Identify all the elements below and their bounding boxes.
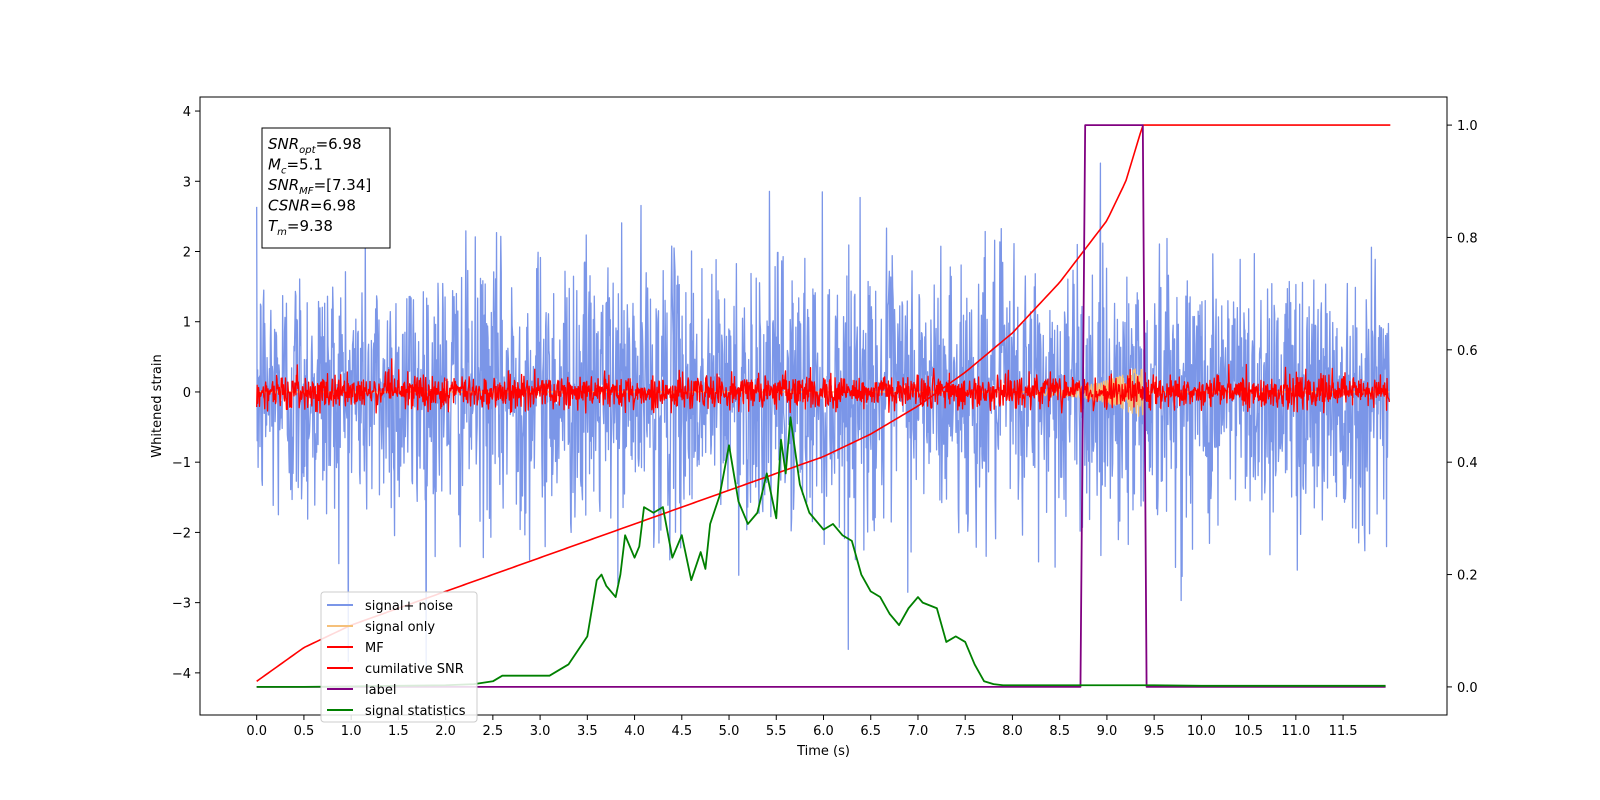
x-tick-label: 5.0 <box>719 724 740 739</box>
info-line: SNRopt=6.98 <box>268 135 362 156</box>
x-tick-label: 2.0 <box>435 724 456 739</box>
x-tick-label: 11.5 <box>1329 724 1358 739</box>
y-tick-label: 1 <box>183 316 191 331</box>
x-tick-label: 7.5 <box>955 724 976 739</box>
x-tick-label: 5.5 <box>766 724 787 739</box>
y-tick-label: 3 <box>183 175 191 190</box>
x-tick-label: 9.5 <box>1144 724 1165 739</box>
series-line-signal-statistics <box>256 416 1386 688</box>
x-tick-label: 6.5 <box>860 724 881 739</box>
series-line-mf <box>256 358 1391 414</box>
legend-frame <box>320 591 478 723</box>
legend: signal+ noise signal only MF cumilative SNR… <box>320 591 478 723</box>
x-tick-label: 1.0 <box>341 724 362 739</box>
x-tick-label: 7.0 <box>908 724 929 739</box>
info-line: Tm=9.38 <box>268 217 333 238</box>
y-tick-label: −3 <box>172 597 191 612</box>
x-tick-label: 1.5 <box>388 724 409 739</box>
x-tick-label: 6.0 <box>813 724 834 739</box>
info-box-frame <box>261 127 391 249</box>
y-tick-label: 0 <box>183 386 191 401</box>
series-line-cumilative-snr <box>256 124 1391 682</box>
x-tick-label: 9.0 <box>1097 724 1118 739</box>
y2-tick-label: 1.0 <box>1457 119 1478 134</box>
y-tick-label: −1 <box>172 456 191 471</box>
legend-label: signal+ noise <box>365 599 453 614</box>
x-tick-label: 0.0 <box>246 724 267 739</box>
y2-tick-label: 0.8 <box>1457 231 1478 246</box>
y-tick-label: −2 <box>172 526 191 541</box>
x-tick-label: 10.5 <box>1234 724 1263 739</box>
y2-tick-label: 0.4 <box>1457 456 1478 471</box>
legend-label: signal only <box>365 620 435 635</box>
y-tick-label: 2 <box>183 246 191 261</box>
legend-label: label <box>365 683 396 698</box>
x-tick-label: 8.5 <box>1049 724 1070 739</box>
x-tick-label: 8.0 <box>1002 724 1023 739</box>
x-tick-label: 11.0 <box>1281 724 1310 739</box>
info-line: CSNR=6.98 <box>268 197 356 215</box>
legend-label: signal statistics <box>365 704 466 719</box>
x-tick-label: 4.5 <box>671 724 692 739</box>
x-tick-label: 4.0 <box>624 724 645 739</box>
x-tick-label: 0.5 <box>294 724 315 739</box>
y2-tick-label: 0.2 <box>1457 569 1478 584</box>
x-tick-label: 3.5 <box>577 724 598 739</box>
info-line: SNRMF=[7.34] <box>268 176 371 197</box>
axes: 0.0 0.5 1.0 1.5 2.0 2.5 3.0 3.5 4.0 4.5 5.0 5.5 6.0 6… <box>172 96 1478 739</box>
y-axis-label: Whitened strain <box>150 354 165 457</box>
y2-tick-label: 0.6 <box>1457 344 1478 359</box>
x-axis-label: Time (s) <box>796 744 850 759</box>
x-tick-label: 2.5 <box>483 724 504 739</box>
y-tick-label: −4 <box>172 667 191 682</box>
x-tick-label: 3.0 <box>530 724 551 739</box>
legend-label: MF <box>365 641 384 656</box>
series-line-label <box>256 124 1386 688</box>
plot-area <box>256 124 1391 688</box>
x-tick-label: 10.0 <box>1187 724 1216 739</box>
legend-label: cumilative SNR <box>365 662 464 677</box>
y2-tick-label: 0.0 <box>1457 681 1478 696</box>
series-line-signal-noise <box>256 162 1391 673</box>
info-line: Mc=5.1 <box>268 156 323 177</box>
y-tick-label: 4 <box>183 105 191 120</box>
